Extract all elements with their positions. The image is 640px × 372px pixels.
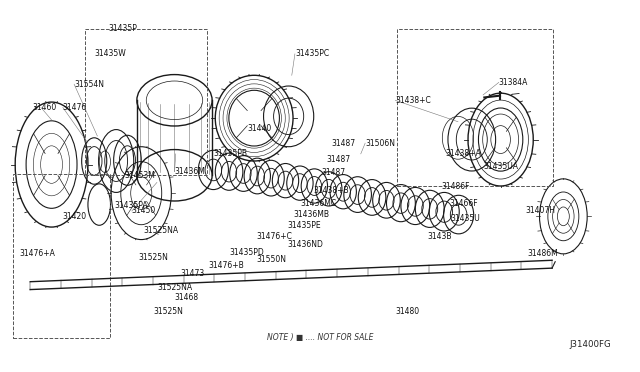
- Text: J31400FG: J31400FG: [570, 340, 612, 349]
- Text: 31554N: 31554N: [74, 80, 104, 89]
- Text: 31460: 31460: [33, 103, 57, 112]
- Text: 31420: 31420: [63, 212, 87, 221]
- Text: 31525NA: 31525NA: [157, 283, 192, 292]
- Text: 31468: 31468: [175, 293, 198, 302]
- Text: 31476+B: 31476+B: [209, 261, 244, 270]
- Text: 31476+A: 31476+A: [19, 249, 55, 258]
- Text: 31436MB: 31436MB: [294, 210, 330, 219]
- Text: 31476+C: 31476+C: [256, 232, 292, 241]
- Text: 31486F: 31486F: [441, 182, 470, 191]
- Text: 31466F: 31466F: [449, 199, 478, 208]
- Text: 31440: 31440: [248, 124, 272, 133]
- Text: 31487: 31487: [326, 155, 350, 164]
- Text: 31384A: 31384A: [499, 78, 528, 87]
- Text: 31435PE: 31435PE: [287, 221, 321, 230]
- Text: 31438+B: 31438+B: [314, 186, 349, 195]
- Text: 31435UA: 31435UA: [483, 162, 518, 171]
- Text: 31476: 31476: [63, 103, 87, 112]
- Text: 31435U: 31435U: [451, 214, 480, 223]
- Text: 31487: 31487: [321, 168, 346, 177]
- Text: 31438+A: 31438+A: [445, 150, 481, 158]
- Text: 31486M: 31486M: [527, 249, 557, 258]
- Text: 31438+C: 31438+C: [396, 96, 431, 105]
- Bar: [397, 29, 553, 186]
- Text: 31480: 31480: [396, 307, 419, 316]
- Bar: [85, 29, 207, 175]
- Text: 3143B: 3143B: [428, 232, 452, 241]
- Text: 31550N: 31550N: [256, 255, 286, 264]
- Text: 31436MC: 31436MC: [300, 199, 336, 208]
- Text: 31435P: 31435P: [108, 25, 137, 33]
- Text: 31525N: 31525N: [154, 307, 184, 316]
- Text: 31487: 31487: [332, 140, 355, 148]
- Text: 31436M: 31436M: [175, 167, 205, 176]
- Text: 31473: 31473: [180, 269, 205, 278]
- Text: 31525N: 31525N: [138, 253, 168, 262]
- Text: NOTE ) ■ .... NOT FOR SALE: NOTE ) ■ .... NOT FOR SALE: [267, 333, 373, 342]
- Text: 31506N: 31506N: [365, 139, 395, 148]
- Text: 31435PA: 31435PA: [115, 201, 148, 210]
- Text: 31435W: 31435W: [94, 49, 126, 58]
- Text: 31436ND: 31436ND: [287, 240, 323, 249]
- Bar: [13, 173, 110, 338]
- Text: 31435PD: 31435PD: [229, 248, 264, 257]
- Text: 31435PB: 31435PB: [213, 150, 248, 158]
- Text: 31525NA: 31525NA: [143, 226, 179, 235]
- Text: 31453M: 31453M: [124, 171, 155, 180]
- Text: 31407H: 31407H: [525, 206, 556, 215]
- Text: 31435PC: 31435PC: [295, 49, 329, 58]
- Text: 31450: 31450: [132, 206, 156, 215]
